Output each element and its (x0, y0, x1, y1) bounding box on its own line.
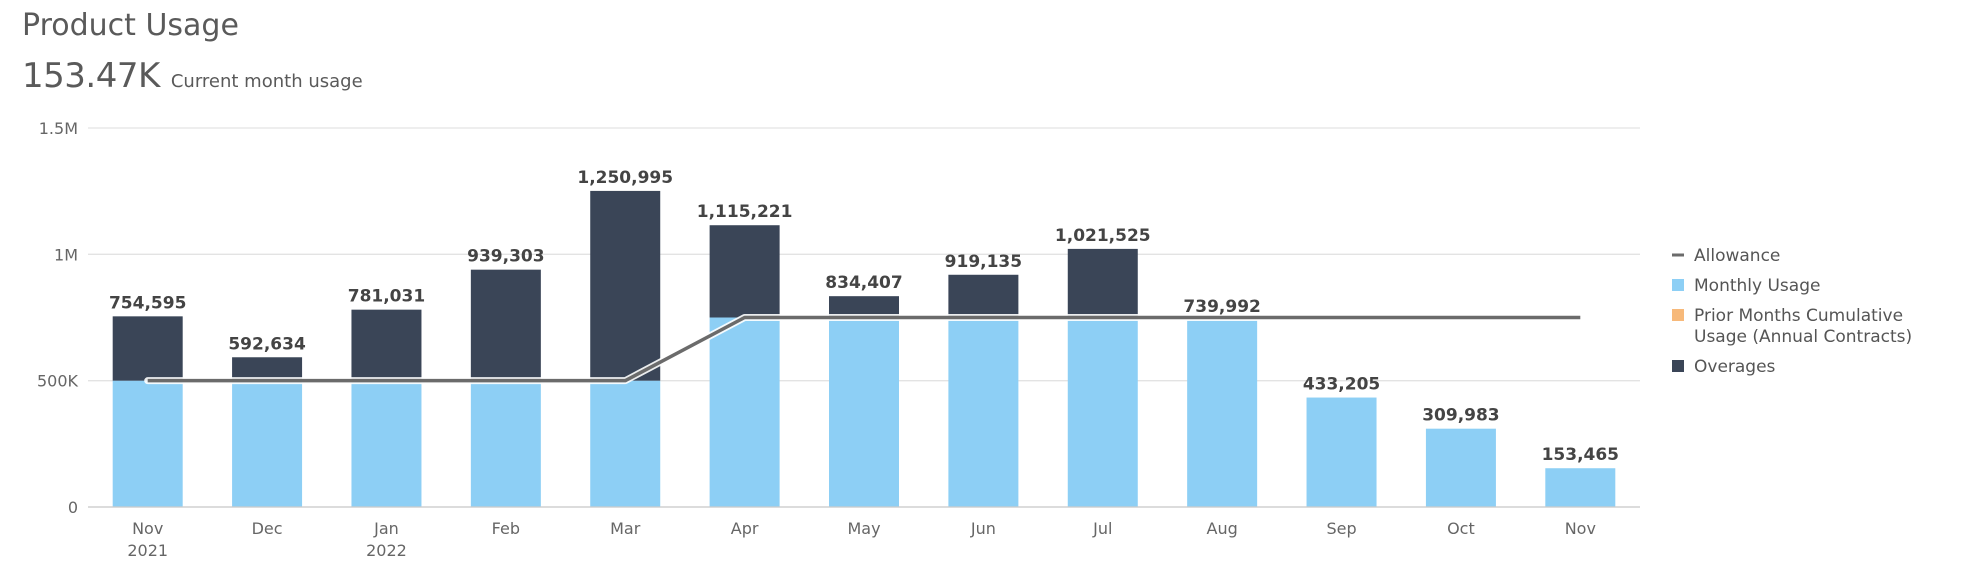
x-tick-label: Oct (1447, 519, 1475, 538)
bar-total-label: 939,303 (467, 247, 544, 267)
y-tick-label: 500K (37, 372, 79, 391)
legend-label: Usage (Annual Contracts) (1694, 327, 1912, 347)
bar-total-label: 309,983 (1422, 406, 1499, 426)
x-tick-label: Apr (731, 519, 759, 538)
bar-overages (590, 190, 661, 381)
bar-overages (470, 269, 541, 381)
y-tick-label: 0 (68, 498, 78, 517)
legend-item-monthly-usage[interactable]: Monthly Usage (1672, 276, 1820, 296)
bar-monthly-usage (1306, 397, 1377, 507)
bar-monthly-usage (948, 317, 1019, 507)
bar-total-label: 739,992 (1183, 297, 1260, 317)
legend-swatch (1672, 309, 1684, 321)
legend-label: Allowance (1694, 246, 1780, 266)
allowance-line-group (144, 314, 1584, 385)
bar-overages (232, 357, 303, 381)
y-tick-label: 1M (54, 245, 78, 264)
current-usage-label: Current month usage (170, 71, 363, 92)
bar-total-label: 919,135 (945, 252, 1022, 272)
legend-label: Overages (1694, 357, 1776, 377)
legend-swatch (1672, 279, 1684, 291)
x-tick-label: Mar (610, 519, 641, 538)
bar-overages (351, 309, 422, 381)
chart-title: Product Usage (22, 8, 239, 43)
x-tick-label: Sep (1326, 519, 1356, 538)
legend-swatch (1672, 360, 1684, 372)
x-tick-label: Nov (1565, 519, 1596, 538)
bar-monthly-usage (1545, 468, 1616, 507)
bar-monthly-usage (709, 317, 780, 507)
bar-total-label: 754,595 (109, 293, 186, 313)
bar-monthly-usage (1067, 317, 1138, 507)
bar-total-label: 592,634 (228, 334, 306, 354)
current-usage-summary: 153.47K Current month usage (22, 56, 363, 96)
x-tick-label: Dec (252, 519, 283, 538)
bar-monthly-usage (232, 380, 303, 507)
x-tick-label: 2021 (127, 541, 168, 560)
x-tick-label: Jan (373, 519, 399, 538)
legend-label: Prior Months Cumulative (1694, 306, 1903, 326)
x-axis: Nov 2021 Dec Jan 2022 Feb Mar Apr May Jun Jul Aug Se… (88, 506, 1640, 560)
x-tick-label: May (847, 519, 880, 538)
bar-overages (948, 274, 1019, 318)
x-tick-label: Feb (492, 519, 520, 538)
x-tick-label: Jun (970, 519, 996, 538)
bar-overages (709, 225, 780, 318)
bar-total-label: 1,250,995 (577, 168, 673, 188)
data-labels: 754,595 592,634 781,031 939,303 1,250,995 1,1… (109, 168, 1619, 465)
x-tick-label: Aug (1207, 519, 1238, 538)
y-axis: 0 500K 1M 1.5M (37, 119, 79, 517)
legend-item-allowance[interactable]: Allowance (1672, 246, 1780, 266)
bar-monthly-usage (112, 380, 183, 507)
bar-total-label: 1,115,221 (697, 202, 793, 222)
bar-monthly-usage (1187, 320, 1258, 507)
legend-item-overages[interactable]: Overages (1672, 357, 1776, 377)
bars (112, 190, 1616, 507)
current-usage-value: 153.47K (22, 56, 160, 96)
bar-total-label: 433,205 (1303, 375, 1380, 395)
legend[interactable]: Allowance Monthly Usage Prior Months Cumul… (1672, 246, 1912, 377)
bar-monthly-usage (1425, 428, 1496, 507)
bar-total-label: 1,021,525 (1055, 226, 1151, 246)
legend-label: Monthly Usage (1694, 276, 1820, 296)
bar-total-label: 153,465 (1542, 445, 1619, 465)
bar-monthly-usage (829, 317, 899, 507)
bar-overages (829, 296, 899, 318)
bar-total-label: 834,407 (825, 273, 902, 293)
x-tick-label: Nov (132, 519, 163, 538)
bar-monthly-usage (351, 380, 422, 507)
x-tick-label: Jul (1092, 519, 1112, 538)
bar-total-label: 781,031 (348, 287, 425, 307)
bar-monthly-usage (590, 380, 661, 507)
bar-overages (112, 316, 183, 381)
allowance-line (147, 315, 1581, 383)
y-tick-label: 1.5M (39, 119, 78, 138)
x-tick-label: 2022 (366, 541, 407, 560)
bar-monthly-usage (470, 380, 541, 507)
bar-overages (1067, 248, 1138, 318)
